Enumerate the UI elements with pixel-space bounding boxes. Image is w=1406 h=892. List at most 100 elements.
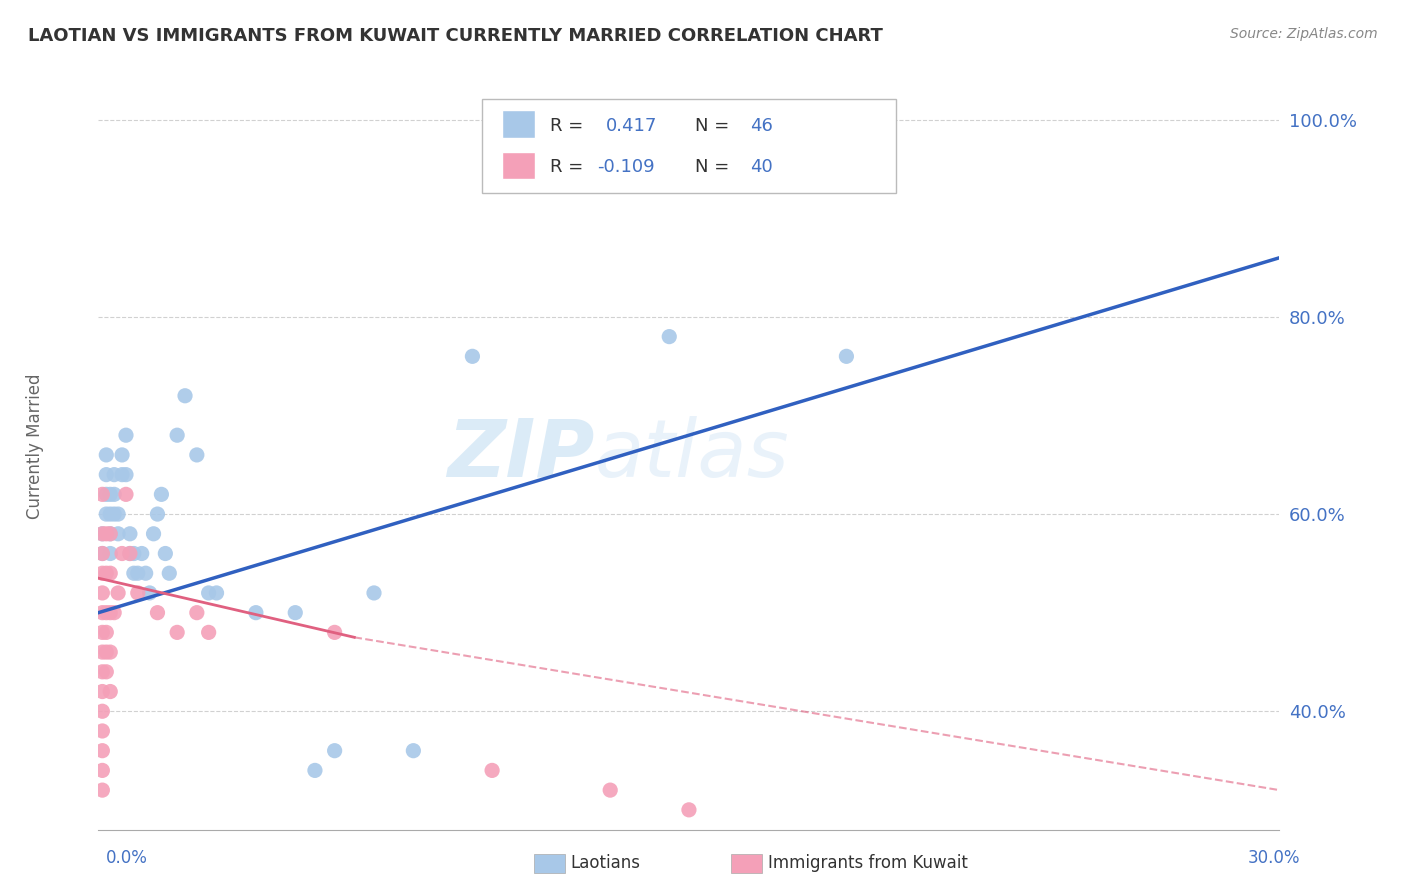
Text: Laotians: Laotians — [571, 854, 641, 871]
Point — [186, 606, 208, 620]
Text: LAOTIAN VS IMMIGRANTS FROM KUWAIT CURRENTLY MARRIED CORRELATION CHART: LAOTIAN VS IMMIGRANTS FROM KUWAIT CURREN… — [28, 27, 883, 45]
Point — [107, 507, 129, 521]
Point — [98, 606, 121, 620]
Point — [186, 448, 208, 462]
Point — [127, 566, 149, 581]
Point — [118, 547, 141, 561]
Text: 46: 46 — [751, 117, 773, 135]
Point — [98, 507, 121, 521]
Text: 0.417: 0.417 — [606, 117, 658, 135]
Point — [118, 526, 141, 541]
Point — [122, 547, 145, 561]
Point — [107, 586, 129, 600]
Point — [96, 467, 118, 482]
Point — [91, 645, 114, 659]
Point — [91, 606, 114, 620]
Text: Source: ZipAtlas.com: Source: ZipAtlas.com — [1230, 27, 1378, 41]
Text: N =: N = — [695, 158, 735, 176]
Point — [304, 764, 326, 778]
Point — [284, 606, 307, 620]
Point — [96, 526, 118, 541]
Point — [91, 665, 114, 679]
Point — [481, 764, 503, 778]
Point — [166, 428, 188, 442]
Point — [107, 526, 129, 541]
Point — [197, 586, 219, 600]
Text: atlas: atlas — [595, 416, 789, 494]
Point — [127, 586, 149, 600]
Point — [103, 487, 125, 501]
Point — [98, 684, 121, 698]
Point — [91, 764, 114, 778]
Point — [103, 507, 125, 521]
Point — [166, 625, 188, 640]
Point — [323, 744, 346, 758]
Point — [599, 783, 621, 797]
Point — [98, 487, 121, 501]
Point — [98, 566, 121, 581]
Text: ZIP: ZIP — [447, 416, 595, 494]
Point — [96, 448, 118, 462]
Point — [96, 487, 118, 501]
Text: N =: N = — [695, 117, 735, 135]
Point — [91, 566, 114, 581]
Point — [205, 586, 228, 600]
Point — [91, 684, 114, 698]
Point — [91, 526, 114, 541]
Point — [91, 586, 114, 600]
Point — [461, 349, 484, 363]
FancyBboxPatch shape — [482, 99, 896, 193]
Point — [658, 329, 681, 343]
Point — [111, 467, 134, 482]
Text: 40: 40 — [751, 158, 773, 176]
Point — [98, 645, 121, 659]
Point — [146, 507, 169, 521]
Point — [96, 625, 118, 640]
Point — [402, 744, 425, 758]
Point — [91, 744, 114, 758]
Point — [96, 606, 118, 620]
Point — [103, 467, 125, 482]
Text: 30.0%: 30.0% — [1249, 849, 1301, 867]
Point — [91, 526, 114, 541]
Point — [91, 704, 114, 718]
Text: Immigrants from Kuwait: Immigrants from Kuwait — [768, 854, 967, 871]
Point — [115, 428, 138, 442]
Point — [96, 507, 118, 521]
Point — [96, 665, 118, 679]
Point — [155, 547, 177, 561]
Point — [118, 547, 141, 561]
Point — [96, 645, 118, 659]
Point — [363, 586, 385, 600]
Point — [103, 606, 125, 620]
Point — [131, 547, 153, 561]
Bar — [502, 152, 536, 179]
Text: R =: R = — [550, 158, 589, 176]
Point — [197, 625, 219, 640]
Point — [135, 566, 157, 581]
Point — [96, 566, 118, 581]
Point — [150, 487, 173, 501]
Point — [98, 526, 121, 541]
Point — [98, 547, 121, 561]
Point — [91, 625, 114, 640]
Text: 0.0%: 0.0% — [105, 849, 148, 867]
Point — [678, 803, 700, 817]
Point — [323, 625, 346, 640]
Point — [91, 547, 114, 561]
Point — [115, 467, 138, 482]
Point — [138, 586, 160, 600]
Point — [91, 723, 114, 738]
Point — [91, 547, 114, 561]
Point — [91, 487, 114, 501]
Point — [245, 606, 267, 620]
Point — [91, 783, 114, 797]
Point — [157, 566, 180, 581]
Point — [98, 526, 121, 541]
Point — [142, 526, 165, 541]
Text: Currently Married: Currently Married — [27, 373, 44, 519]
Point — [122, 566, 145, 581]
Point — [111, 448, 134, 462]
Point — [115, 487, 138, 501]
Point — [174, 389, 197, 403]
